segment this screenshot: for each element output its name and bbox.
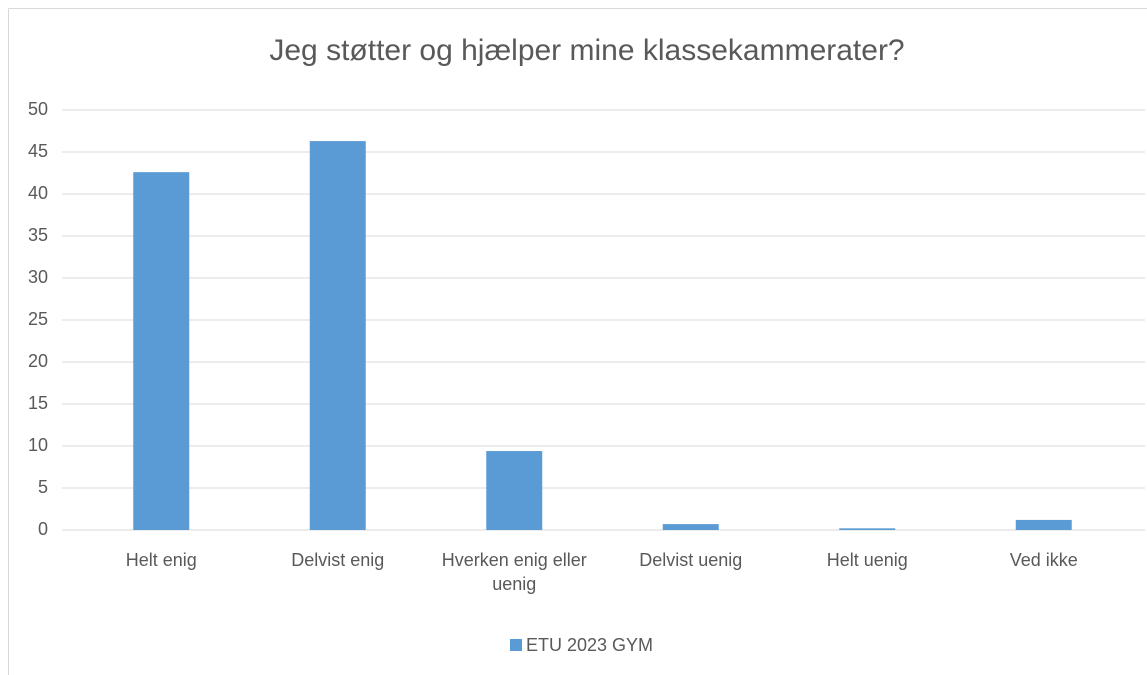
y-tick-label: 20 — [28, 351, 48, 371]
y-tick-label: 5 — [38, 477, 48, 497]
chart-title: Jeg støtter og hjælper mine klassekammer… — [269, 34, 904, 67]
y-tick-label: 50 — [28, 99, 48, 119]
x-tick-label: Ved ikke — [1009, 550, 1078, 570]
y-tick-label: 15 — [28, 393, 48, 413]
bar — [486, 451, 543, 530]
y-tick-label: 30 — [28, 267, 48, 287]
x-tick-label: Helt enig — [125, 550, 197, 570]
y-tick-label: 45 — [28, 141, 48, 161]
x-tick-label: Helt uenig — [826, 550, 908, 570]
x-tick-label: Delvist enig — [291, 550, 385, 570]
y-tick-label: 35 — [28, 225, 48, 245]
bar — [662, 524, 719, 530]
bar — [309, 141, 366, 530]
bar — [133, 172, 190, 530]
legend-label: ETU 2023 GYM — [526, 635, 653, 655]
y-tick-label: 0 — [38, 519, 48, 539]
x-tick-label: Delvist uenig — [639, 550, 743, 570]
y-tick-label: 25 — [28, 309, 48, 329]
y-tick-label: 10 — [28, 435, 48, 455]
bar — [839, 528, 896, 530]
y-tick-label: 40 — [28, 183, 48, 203]
x-tick-label: Hverken enig eller uenig — [441, 550, 587, 594]
legend-swatch — [510, 639, 522, 651]
bar — [1015, 519, 1072, 530]
